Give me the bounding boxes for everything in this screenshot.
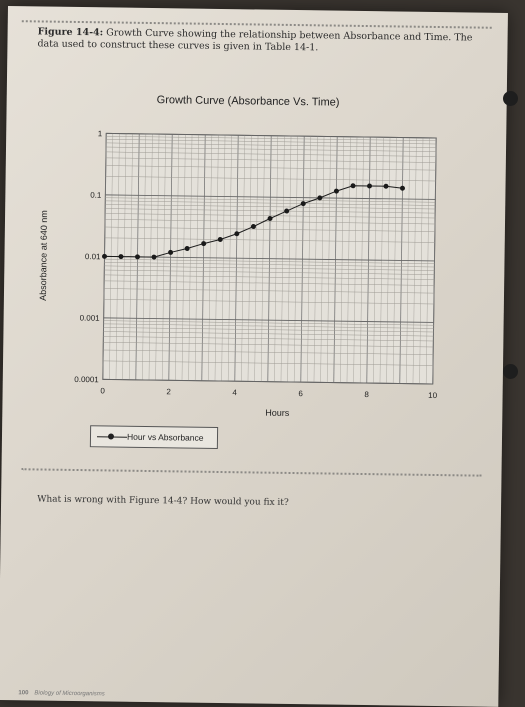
grid-line-horizontal xyxy=(104,226,435,232)
data-point xyxy=(217,236,223,242)
data-point xyxy=(135,254,141,260)
data-point xyxy=(168,249,174,255)
grid-line-horizontal xyxy=(105,219,436,225)
grid-line-horizontal xyxy=(103,299,434,305)
grid-line-horizontal xyxy=(106,146,437,152)
grid-line-horizontal xyxy=(104,262,435,268)
page-number: 100 xyxy=(18,690,29,697)
grid-line-horizontal xyxy=(102,378,433,385)
y-tick-label: 0.1 xyxy=(90,191,102,200)
data-point xyxy=(317,195,323,201)
grid-line-horizontal xyxy=(105,197,436,203)
y-tick-label: 0.01 xyxy=(85,252,101,261)
x-tick-label: 0 xyxy=(100,386,105,395)
grid-line-horizontal xyxy=(103,320,434,326)
grid-line-horizontal xyxy=(105,213,436,219)
grid-line-horizontal xyxy=(103,360,434,366)
grid-line-horizontal xyxy=(104,265,435,271)
grid-line-horizontal xyxy=(103,327,434,333)
chart-legend: Hour vs Absorbance xyxy=(89,425,219,449)
grid-line-horizontal xyxy=(105,151,436,157)
grid-line-horizontal xyxy=(104,274,435,280)
grid-line-horizontal xyxy=(103,336,434,342)
binder-hole-bottom xyxy=(503,364,518,379)
grid-line-horizontal xyxy=(106,139,437,145)
grid-line-horizontal xyxy=(105,200,436,206)
bottom-dotted-divider xyxy=(21,468,482,477)
data-point xyxy=(118,254,124,260)
legend-series-name: Hour vs Absorbance xyxy=(126,431,204,443)
grid-line-horizontal xyxy=(104,258,435,265)
grid-line-horizontal xyxy=(105,208,436,214)
book-title: Biology of Microorganisms xyxy=(34,690,105,698)
grid-line-horizontal xyxy=(103,349,434,355)
y-tick-label: 0.0001 xyxy=(74,375,99,384)
data-point xyxy=(333,188,339,194)
grid-line-horizontal xyxy=(105,165,436,171)
grid-line-horizontal xyxy=(103,317,434,323)
data-point xyxy=(367,183,373,189)
binder-hole-top xyxy=(503,91,518,106)
data-point xyxy=(350,183,356,189)
y-tick-label: 0.001 xyxy=(80,314,101,323)
legend-line-marker xyxy=(97,430,127,442)
x-axis-label: Hours xyxy=(265,408,290,418)
data-point xyxy=(250,224,256,230)
data-point xyxy=(102,253,108,259)
grid-line-horizontal xyxy=(104,255,435,262)
x-tick-label: 6 xyxy=(298,389,303,398)
grid-line-horizontal xyxy=(104,269,435,275)
data-point xyxy=(399,185,405,191)
grid-line-horizontal xyxy=(104,280,435,286)
data-point xyxy=(184,246,190,252)
x-tick-label: 10 xyxy=(428,391,438,400)
grid-line-horizontal xyxy=(105,157,436,163)
grid-line-horizontal xyxy=(105,176,436,182)
data-point xyxy=(284,208,290,214)
data-point xyxy=(267,216,273,222)
data-point xyxy=(151,254,157,260)
grid-line-horizontal xyxy=(106,142,437,148)
data-point xyxy=(201,241,207,247)
grid-line-horizontal xyxy=(104,288,435,294)
data-point xyxy=(300,201,306,207)
grid-line-horizontal xyxy=(103,342,434,348)
grid-line-horizontal xyxy=(104,237,435,243)
x-tick-label: 2 xyxy=(166,387,171,396)
grid-line-horizontal xyxy=(105,204,436,210)
grid-line-horizontal xyxy=(105,194,436,200)
x-tick-label: 4 xyxy=(232,388,237,397)
grid-line-horizontal xyxy=(106,135,437,142)
data-point xyxy=(234,231,240,237)
y-tick-label: 1 xyxy=(98,129,103,138)
grid-line-horizontal xyxy=(106,132,437,139)
exercise-question: What is wrong with Figure 14-4? How woul… xyxy=(37,494,289,508)
grid-line-horizontal xyxy=(103,323,434,329)
x-tick-label: 8 xyxy=(364,390,369,399)
grid-line-horizontal xyxy=(103,331,434,337)
y-axis-label: Absorbance at 640 nm xyxy=(38,210,49,301)
textbook-page: Figure 14-4: Growth Curve showing the re… xyxy=(0,6,508,707)
data-point xyxy=(383,183,389,189)
page-footer: 100 Biology of Microorganisms xyxy=(18,690,104,697)
